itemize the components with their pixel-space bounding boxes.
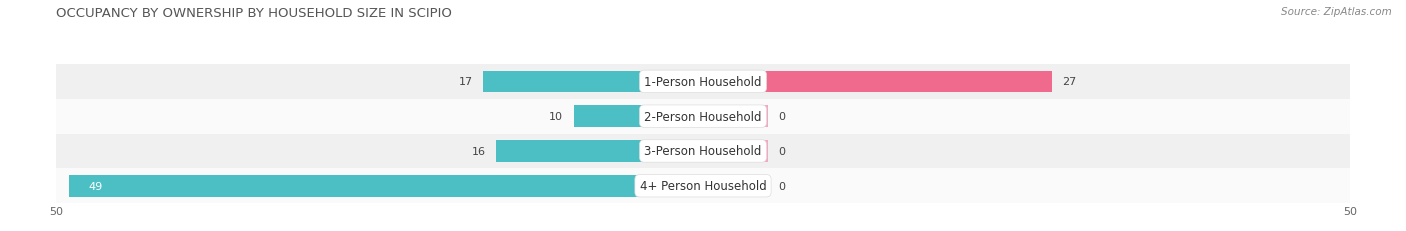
Text: 27: 27 bbox=[1063, 77, 1077, 87]
Bar bbox=[703, 106, 768, 128]
Text: 17: 17 bbox=[458, 77, 472, 87]
Text: 10: 10 bbox=[550, 112, 564, 122]
Text: 2-Person Household: 2-Person Household bbox=[644, 110, 762, 123]
Bar bbox=[56, 65, 1350, 99]
Text: Source: ZipAtlas.com: Source: ZipAtlas.com bbox=[1281, 7, 1392, 17]
Bar bbox=[496, 140, 703, 162]
Bar bbox=[703, 71, 1052, 93]
Bar bbox=[703, 175, 768, 197]
Text: 3-Person Household: 3-Person Household bbox=[644, 145, 762, 158]
Bar bbox=[69, 175, 703, 197]
Text: OCCUPANCY BY OWNERSHIP BY HOUSEHOLD SIZE IN SCIPIO: OCCUPANCY BY OWNERSHIP BY HOUSEHOLD SIZE… bbox=[56, 7, 453, 20]
Text: 4+ Person Household: 4+ Person Household bbox=[640, 179, 766, 192]
Bar bbox=[56, 99, 1350, 134]
Bar bbox=[484, 71, 703, 93]
Text: 0: 0 bbox=[778, 181, 785, 191]
Bar bbox=[56, 134, 1350, 169]
Text: 0: 0 bbox=[778, 146, 785, 156]
Text: 1-Person Household: 1-Person Household bbox=[644, 76, 762, 88]
Bar bbox=[56, 169, 1350, 203]
Text: 0: 0 bbox=[778, 112, 785, 122]
Text: 49: 49 bbox=[89, 181, 103, 191]
Bar bbox=[574, 106, 703, 128]
Text: 16: 16 bbox=[471, 146, 485, 156]
Bar bbox=[703, 140, 768, 162]
